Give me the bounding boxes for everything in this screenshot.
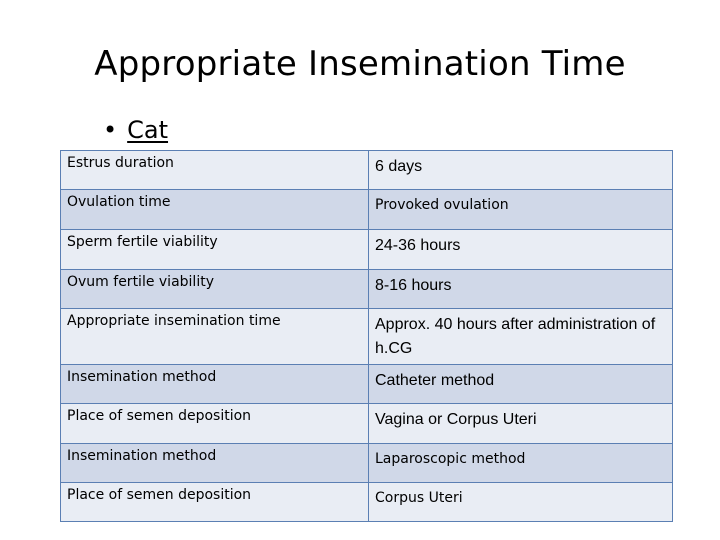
table-row: Ovum fertile viability 8-16 hours — [60, 269, 673, 309]
bullet-icon: • — [103, 116, 118, 144]
bullet-label: Cat — [127, 116, 169, 144]
table-row: Insemination method Catheter method — [60, 364, 673, 404]
insemination-table: Estrus duration 6 days Ovulation time Pr… — [60, 150, 673, 522]
row-label: Ovum fertile viability — [60, 269, 369, 309]
row-value: Vagina or Corpus Uteri — [368, 403, 673, 444]
row-label: Estrus duration — [60, 150, 369, 190]
row-label: Appropriate insemination time — [60, 308, 369, 365]
table-row: Insemination method Laparoscopic method — [60, 443, 673, 483]
table-row: Appropriate insemination time Approx. 40… — [60, 308, 673, 365]
table-row: Sperm fertile viability 24-36 hours — [60, 229, 673, 270]
table-row: Estrus duration 6 days — [60, 150, 673, 190]
row-label: Place of semen deposition — [60, 482, 369, 522]
table-row: Ovulation time Provoked ovulation — [60, 189, 673, 230]
table-row: Place of semen deposition Corpus Uteri — [60, 482, 673, 522]
table-row: Place of semen deposition Vagina or Corp… — [60, 403, 673, 444]
row-label: Ovulation time — [60, 189, 369, 230]
row-value: Catheter method — [368, 364, 673, 404]
row-value: Approx. 40 hours after administration of… — [368, 308, 673, 365]
row-value: Laparoscopic method — [368, 443, 673, 483]
row-value: Provoked ovulation — [368, 189, 673, 230]
row-label: Sperm fertile viability — [60, 229, 369, 270]
slide-title: Appropriate Insemination Time — [94, 44, 626, 84]
row-value: 6 days — [368, 150, 673, 190]
row-label: Place of semen deposition — [60, 403, 369, 444]
row-value: 8-16 hours — [368, 269, 673, 309]
row-label: Insemination method — [60, 443, 369, 483]
row-label: Insemination method — [60, 364, 369, 404]
bullet-item-cat: • Cat — [103, 116, 168, 144]
row-value: Corpus Uteri — [368, 482, 673, 522]
row-value: 24-36 hours — [368, 229, 673, 270]
